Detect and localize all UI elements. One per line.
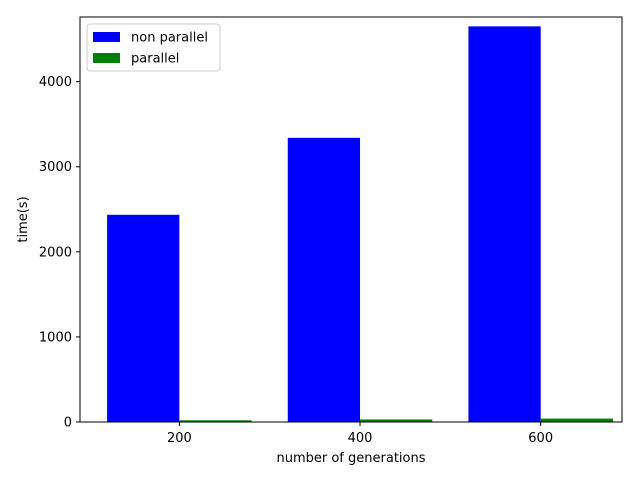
y-tick-label: 0 xyxy=(64,416,72,431)
legend: non parallel parallel xyxy=(86,23,221,72)
bar-non-parallel-600 xyxy=(468,26,541,422)
plot-frame xyxy=(79,16,623,423)
bar-non-parallel-200 xyxy=(107,214,180,422)
y-tick-label: 4000 xyxy=(39,75,72,90)
y-axis: 0 1000 2000 3000 4000 xyxy=(39,75,80,431)
bars-group xyxy=(107,26,613,422)
x-axis: 200 400 600 xyxy=(167,422,553,446)
legend-swatch xyxy=(93,32,120,42)
x-tick-label: 400 xyxy=(348,431,373,446)
legend-label: parallel xyxy=(131,52,179,67)
bar-parallel-200 xyxy=(179,420,252,422)
x-axis-label: number of generations xyxy=(276,451,425,466)
x-tick-label: 600 xyxy=(528,431,553,446)
legend-swatch xyxy=(93,53,120,63)
legend-box xyxy=(86,23,221,72)
y-tick-label: 3000 xyxy=(39,160,72,175)
y-tick-label: 1000 xyxy=(39,330,72,345)
bar-parallel-600 xyxy=(540,418,613,422)
legend-label: non parallel xyxy=(131,31,208,46)
x-tick-label: 200 xyxy=(167,431,192,446)
bar-non-parallel-400 xyxy=(287,137,361,422)
y-tick-label: 2000 xyxy=(39,245,72,260)
y-axis-label: time(s) xyxy=(16,196,31,242)
bar-parallel-400 xyxy=(360,419,433,422)
